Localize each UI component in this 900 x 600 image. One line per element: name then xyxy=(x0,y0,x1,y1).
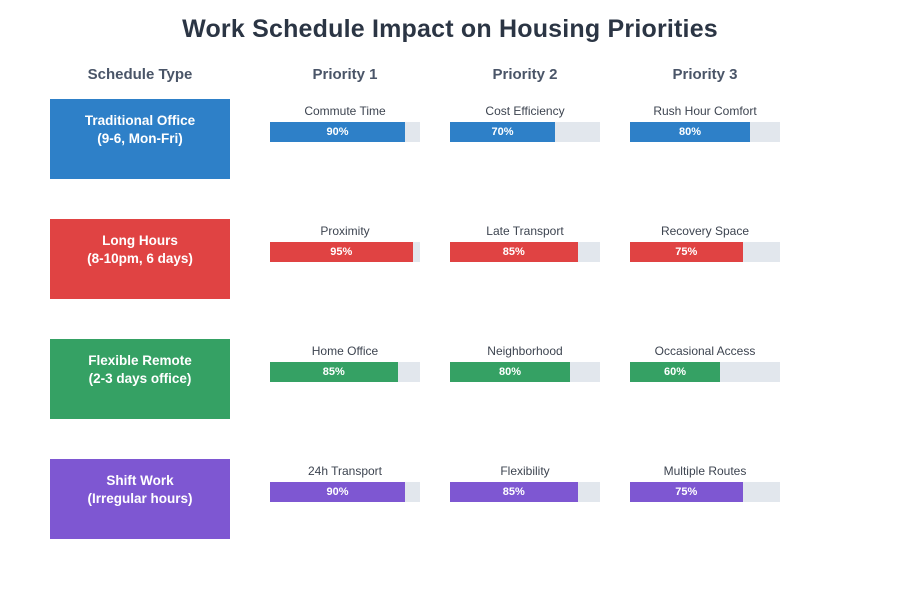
schedule-name: Shift Work xyxy=(106,473,174,488)
bar-fill: 75% xyxy=(630,242,743,262)
bar-value: 80% xyxy=(678,126,702,138)
schedule-name: Flexible Remote xyxy=(88,353,192,368)
bar-value: 60% xyxy=(663,366,687,378)
bar-label: Rush Hour Comfort xyxy=(653,104,757,118)
schedule-name: Long Hours xyxy=(102,233,178,248)
column-header-priority-3: Priority 3 xyxy=(672,66,738,83)
bar-group-priority-2: Cost Efficiency 70% xyxy=(450,99,600,149)
schedule-row-traditional-office: Traditional Office (9-6, Mon-Fri) Commut… xyxy=(0,99,900,219)
bar-label: Late Transport xyxy=(486,224,564,238)
bar-track: 70% xyxy=(450,122,600,142)
bar-value: 85% xyxy=(502,486,525,498)
bar-value: 70% xyxy=(491,126,514,138)
schedule-card-shift-work: Shift Work (Irregular hours) xyxy=(50,459,230,539)
schedule-detail: (8-10pm, 6 days) xyxy=(87,251,193,266)
schedule-card-long-hours: Long Hours (8-10pm, 6 days) xyxy=(50,219,230,299)
bar-fill: 75% xyxy=(630,482,743,502)
bar-track: 90% xyxy=(270,122,420,142)
bar-value: 90% xyxy=(326,126,349,138)
bar-group-priority-3: Occasional Access 60% xyxy=(630,339,780,389)
bar-fill: 60% xyxy=(630,362,720,382)
bar-fill: 85% xyxy=(450,482,578,502)
column-header-schedule-type: Schedule Type xyxy=(87,66,193,83)
schedule-row-shift-work: Shift Work (Irregular hours) 24h Transpo… xyxy=(0,459,900,579)
bar-label: Cost Efficiency xyxy=(485,104,565,118)
bar-group-priority-3: Recovery Space 75% xyxy=(630,219,780,269)
bar-track: 80% xyxy=(450,362,600,382)
schedule-name: Traditional Office xyxy=(84,113,196,128)
bar-group-priority-3: Multiple Routes 75% xyxy=(630,459,780,509)
bar-value: 85% xyxy=(502,246,525,258)
bar-group-priority-1: Proximity 95% xyxy=(270,219,420,269)
schedule-card-flexible-remote: Flexible Remote (2-3 days office) xyxy=(50,339,230,419)
column-header-priority-2: Priority 2 xyxy=(492,66,558,83)
bar-track: 90% xyxy=(270,482,420,502)
bar-fill: 85% xyxy=(450,242,578,262)
bar-value: 95% xyxy=(330,246,353,258)
bar-label: Recovery Space xyxy=(660,224,750,238)
bar-track: 85% xyxy=(270,362,420,382)
column-header-priority-1: Priority 1 xyxy=(312,66,378,83)
page-title: Work Schedule Impact on Housing Prioriti… xyxy=(182,15,718,43)
schedule-detail: (Irregular hours) xyxy=(87,491,193,506)
bar-label: Occasional Access xyxy=(654,344,756,358)
bar-fill: 80% xyxy=(630,122,750,142)
bar-group-priority-3: Rush Hour Comfort 80% xyxy=(630,99,780,149)
bar-group-priority-1: Commute Time 90% xyxy=(270,99,420,149)
bar-label: Proximity xyxy=(320,224,370,238)
bar-group-priority-2: Late Transport 85% xyxy=(450,219,600,269)
bar-fill: 80% xyxy=(450,362,570,382)
bar-fill: 90% xyxy=(270,482,405,502)
bar-value: 75% xyxy=(675,246,698,258)
bar-fill: 85% xyxy=(270,362,398,382)
bar-track: 95% xyxy=(270,242,420,262)
bar-fill: 95% xyxy=(270,242,413,262)
bar-label: Multiple Routes xyxy=(663,464,747,478)
schedule-detail: (2-3 days office) xyxy=(88,371,192,386)
bar-fill: 70% xyxy=(450,122,555,142)
bar-fill: 90% xyxy=(270,122,405,142)
bar-group-priority-2: Neighborhood 80% xyxy=(450,339,600,389)
bar-label: Home Office xyxy=(311,344,379,358)
bar-value: 85% xyxy=(322,366,345,378)
bar-label: 24h Transport xyxy=(307,464,383,478)
schedule-detail: (9-6, Mon-Fri) xyxy=(97,131,183,146)
bar-track: 85% xyxy=(450,482,600,502)
bar-track: 60% xyxy=(630,362,780,382)
bar-track: 75% xyxy=(630,482,780,502)
bar-value: 75% xyxy=(675,486,698,498)
bar-value: 90% xyxy=(326,486,349,498)
bar-group-priority-1: Home Office 85% xyxy=(270,339,420,389)
schedule-row-flexible-remote: Flexible Remote (2-3 days office) Home O… xyxy=(0,339,900,459)
bar-value: 80% xyxy=(498,366,522,378)
schedule-row-long-hours: Long Hours (8-10pm, 6 days) Proximity 95… xyxy=(0,219,900,339)
bar-track: 75% xyxy=(630,242,780,262)
bar-label: Neighborhood xyxy=(487,344,563,358)
bar-track: 85% xyxy=(450,242,600,262)
bar-group-priority-1: 24h Transport 90% xyxy=(270,459,420,509)
bar-group-priority-2: Flexibility 85% xyxy=(450,459,600,509)
schedule-card-traditional-office: Traditional Office (9-6, Mon-Fri) xyxy=(50,99,230,179)
bar-track: 80% xyxy=(630,122,780,142)
bar-label: Commute Time xyxy=(304,104,386,118)
bar-label: Flexibility xyxy=(500,464,550,478)
